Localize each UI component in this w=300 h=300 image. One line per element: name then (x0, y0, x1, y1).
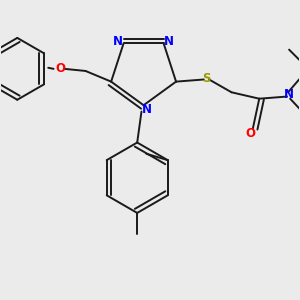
Text: N: N (284, 88, 294, 101)
Text: O: O (246, 128, 256, 140)
Text: O: O (55, 62, 65, 75)
Text: N: N (142, 103, 152, 116)
Text: S: S (202, 72, 211, 85)
Text: N: N (164, 35, 174, 48)
Text: N: N (113, 35, 123, 48)
